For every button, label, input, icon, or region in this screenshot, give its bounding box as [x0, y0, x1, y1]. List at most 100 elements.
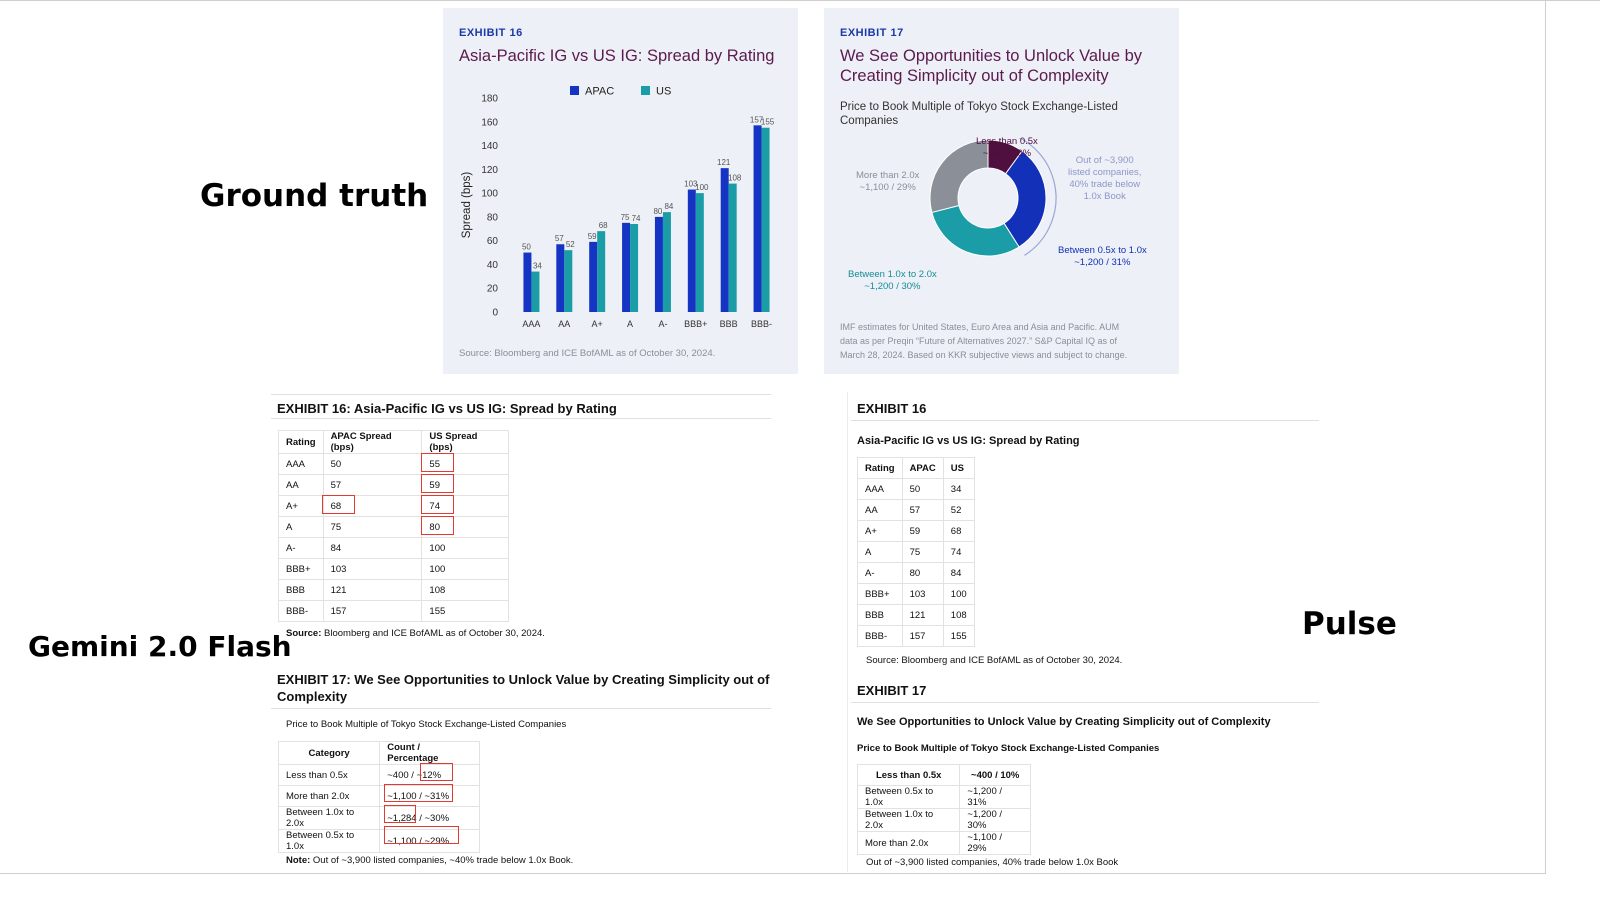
gt-note-line2: listed companies, [1068, 167, 1142, 178]
table-cell: BBB- [857, 625, 903, 647]
gemini-t17-header: Count / Percentage [379, 741, 480, 765]
table-cell: Between 1.0x to 2.0x [277, 806, 381, 830]
bar-apac [589, 241, 598, 312]
y-tick-label: 0 [492, 308, 498, 319]
data-label: 103 [684, 180, 698, 189]
gemini-ex17-subtitle: Price to Book Multiple of Tokyo Stock Ex… [286, 719, 567, 730]
data-label: 68 [599, 221, 608, 230]
table-cell: 155 [942, 625, 975, 647]
table-cell: 34 [942, 478, 975, 500]
table-cell: ~1,284 / ~30% [379, 806, 480, 830]
table-cell: 157 [322, 600, 423, 622]
table-cell: More than 2.0x [856, 831, 961, 855]
x-tick-label: A- [658, 319, 667, 329]
gt-footer-line1: IMF estimates for United States, Euro Ar… [840, 322, 1120, 332]
gt-slice0-label: Less than 0.5x [976, 136, 1038, 147]
table-cell: ~1,100 / ~31% [379, 785, 480, 807]
data-label: 74 [632, 214, 641, 223]
table-cell: 121 [901, 604, 944, 626]
data-label: 75 [621, 213, 630, 222]
x-tick-label: BBB [720, 319, 738, 329]
pulse-table17: Less than 0.5x ~400 / 10% Between 0.5x t… [856, 764, 1031, 855]
table-cell: Between 1.0x to 2.0x [856, 808, 961, 832]
bar-us [531, 271, 540, 312]
bar-apac [687, 189, 696, 312]
data-label: 108 [728, 174, 742, 183]
gt-ex16-source: Source: Bloomberg and ICE BofAML as of O… [459, 348, 716, 359]
pulse-label: Pulse [1302, 606, 1397, 642]
bar-us [662, 212, 671, 312]
gt-note-line4: 1.0x Book [1083, 191, 1126, 202]
y-tick-label: 180 [481, 94, 498, 105]
bar-apac [556, 244, 565, 312]
ground-truth-label: Ground truth [200, 178, 429, 214]
table-cell: A- [278, 537, 324, 559]
legend-swatch-apac [570, 86, 579, 95]
table-row: A+ 59 68 [857, 520, 975, 542]
data-label: 155 [761, 118, 775, 127]
gemini-note-bold: Note: [286, 855, 311, 866]
bar-us [630, 224, 639, 312]
frame-top-line [0, 0, 1600, 1]
table-row: A 75 80 [278, 516, 509, 538]
gemini-source-bold: Source: [286, 628, 322, 639]
table-cell: 108 [942, 604, 975, 626]
pulse-ex16-source: Source: Bloomberg and ICE BofAML as of O… [866, 655, 1123, 666]
table-cell: ~1,100 / 29% [959, 831, 1031, 855]
x-tick-label: AA [558, 319, 570, 329]
table-cell: ~400 / ~12% [379, 764, 480, 786]
gt-slice3-label: More than 2.0x [856, 170, 920, 181]
table-cell: A [857, 541, 903, 563]
table-row: BBB 121 108 [278, 579, 509, 601]
pulse-ex17-divider [851, 702, 1319, 703]
gt-ex16-tag: EXHIBIT 16 [459, 27, 523, 39]
table-cell: BBB- [278, 600, 324, 622]
gt-note-line3: 40% trade below [1069, 179, 1141, 190]
gemini-source-text: Bloomberg and ICE BofAML as of October 3… [321, 628, 545, 639]
gemini-table16: Rating APAC Spread (bps) US Spread (bps)… [278, 430, 509, 622]
table-cell: AA [278, 474, 324, 496]
table-cell: 100 [421, 537, 509, 559]
table-cell: ~1,200 / 31% [959, 785, 1031, 809]
data-label: 157 [750, 115, 764, 124]
x-tick-label: A+ [592, 319, 603, 329]
table-cell: 57 [901, 499, 944, 521]
table-row: AAA 50 55 [278, 453, 509, 475]
table-cell: 68 [942, 520, 975, 542]
gemini-t16-header: APAC Spread (bps) [322, 430, 423, 454]
table-cell: Less than 0.5x [277, 764, 381, 786]
pulse-ex17-tag: EXHIBIT 17 [857, 683, 927, 698]
pulse-t17-header-row: Less than 0.5x ~400 / 10% [856, 764, 1031, 786]
gt-ex17-subtitle-line1: Price to Book Multiple of Tokyo Stock Ex… [840, 101, 1118, 113]
table-cell: 75 [322, 516, 423, 538]
data-label: 84 [664, 202, 673, 211]
gt-ex16-title: Asia-Pacific IG vs US IG: Spread by Rati… [459, 47, 775, 65]
x-tick-label: A [627, 319, 633, 329]
table-row: BBB+ 103 100 [857, 583, 975, 605]
pulse-ex17-title: We See Opportunities to Unlock Value by … [857, 716, 1271, 728]
gt-donut-note: Out of ~3,900 listed companies, 40% trad… [1068, 155, 1141, 203]
pulse-t16-header-row: Rating APAC US [857, 457, 975, 479]
table-row: BBB 121 108 [857, 604, 975, 626]
table-cell: A- [857, 562, 903, 584]
table-cell: 55 [421, 453, 509, 475]
table-row: Less than 0.5x ~400 / ~12% [277, 764, 480, 786]
table-row: Between 0.5x to 1.0x ~1,100 / ~29% [277, 829, 480, 853]
table-cell: 75 [901, 541, 944, 563]
pulse-t16-header: APAC [901, 457, 944, 479]
y-tick-label: 160 [481, 117, 498, 128]
gt-ex17-subtitle: Price to Book Multiple of Tokyo Stock Ex… [840, 100, 1118, 128]
table-cell: More than 2.0x [277, 785, 381, 807]
y-tick-label: 20 [487, 284, 499, 295]
table-cell: 80 [901, 562, 944, 584]
table-cell: BBB [278, 579, 324, 601]
table-row: A- 80 84 [857, 562, 975, 584]
table-cell: AAA [857, 478, 903, 500]
x-tick-label: BBB- [751, 319, 772, 329]
bar-us [761, 127, 770, 312]
data-label: 34 [533, 262, 542, 271]
gt-exhibit16-panel: EXHIBIT 16 Asia-Pacific IG vs US IG: Spr… [443, 8, 798, 374]
gemini-output: EXHIBIT 16: Asia-Pacific IG vs US IG: Sp… [271, 394, 771, 874]
gt-donut-chart [929, 138, 1057, 257]
table-cell: 121 [322, 579, 423, 601]
